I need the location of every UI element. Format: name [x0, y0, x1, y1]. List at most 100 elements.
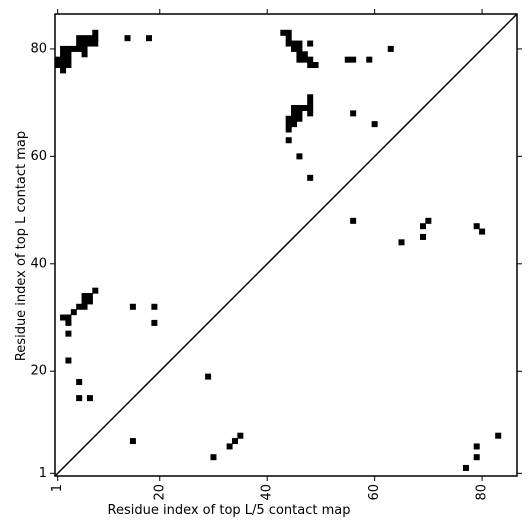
contact-point — [296, 40, 303, 47]
contact-point — [371, 121, 378, 128]
contact-point — [92, 29, 99, 36]
x-tick-label: 40 — [260, 484, 275, 501]
plot-frame — [54, 13, 518, 477]
x-tick-label: 60 — [367, 484, 382, 501]
contact-point — [291, 40, 298, 47]
contact-point — [76, 45, 83, 52]
y-axis-label: Residue index of top L contact map — [14, 131, 29, 361]
contact-point — [350, 110, 357, 117]
contact-point — [60, 56, 67, 63]
contact-point — [60, 51, 67, 58]
contact-point — [301, 51, 308, 58]
contact-point — [307, 40, 314, 47]
contact-point — [344, 56, 351, 63]
contact-point — [462, 464, 469, 471]
contact-point — [280, 29, 287, 36]
x-axis-label: Residue index of top L/5 contact map — [108, 503, 351, 518]
contact-point — [81, 293, 88, 300]
contact-point — [291, 105, 298, 112]
contact-point — [86, 395, 93, 402]
contact-point — [307, 99, 314, 106]
contact-point — [291, 115, 298, 122]
contact-point — [237, 432, 244, 439]
contact-point — [291, 110, 298, 117]
contact-point — [76, 303, 83, 310]
contact-point — [76, 35, 83, 42]
contact-point — [307, 174, 314, 181]
contact-point — [81, 51, 88, 58]
contact-point — [473, 454, 480, 461]
contact-point — [65, 62, 72, 69]
contact-point — [65, 357, 72, 364]
contact-point — [301, 105, 308, 112]
contact-point — [54, 56, 61, 63]
contact-point — [129, 303, 136, 310]
contact-point — [231, 438, 238, 445]
contact-point — [312, 62, 319, 69]
contact-point — [65, 319, 72, 326]
contact-point — [285, 121, 292, 128]
contact-point — [124, 35, 131, 42]
contact-point — [495, 432, 502, 439]
contact-point — [387, 45, 394, 52]
contact-point — [296, 105, 303, 112]
contact-point — [296, 45, 303, 52]
contact-point — [285, 29, 292, 36]
y-tick-label: 1 — [39, 466, 47, 481]
contact-point — [296, 56, 303, 63]
contact-point — [129, 438, 136, 445]
contact-point — [366, 56, 373, 63]
contact-point — [398, 239, 405, 246]
y-tick-label: 60 — [30, 149, 47, 164]
contact-point — [285, 35, 292, 42]
contact-point — [205, 373, 212, 380]
contact-point — [65, 45, 72, 52]
x-tick-label: 80 — [475, 484, 490, 501]
y-tick-label: 20 — [30, 364, 47, 379]
contact-point — [210, 454, 217, 461]
contact-point — [479, 228, 486, 235]
contact-point — [291, 45, 298, 52]
contact-point — [81, 303, 88, 310]
contact-point — [86, 293, 93, 300]
contact-point — [60, 67, 67, 74]
contact-point — [226, 443, 233, 450]
contact-point — [76, 378, 83, 385]
contact-point — [81, 35, 88, 42]
contact-point — [296, 51, 303, 58]
contact-point — [296, 110, 303, 117]
x-tick-label: 20 — [152, 484, 167, 501]
contact-point — [473, 443, 480, 450]
contact-point — [76, 40, 83, 47]
contact-point — [301, 56, 308, 63]
contact-point — [146, 35, 153, 42]
contact-point — [151, 303, 158, 310]
diagonal — [54, 13, 518, 477]
contact-point — [419, 233, 426, 240]
contact-point — [473, 223, 480, 230]
contact-point — [307, 56, 314, 63]
contact-point — [307, 105, 314, 112]
contact-point — [350, 56, 357, 63]
contact-point — [307, 62, 314, 69]
contact-point — [86, 35, 93, 42]
contact-point — [285, 126, 292, 133]
x-tick-label: 1 — [50, 484, 65, 492]
contact-point — [92, 287, 99, 294]
contact-point — [70, 45, 77, 52]
contact-point — [92, 35, 99, 42]
contact-point — [285, 137, 292, 144]
contact-point — [81, 40, 88, 47]
contact-point — [296, 115, 303, 122]
contact-point — [70, 309, 77, 316]
contact-point — [425, 217, 432, 224]
contact-point — [285, 40, 292, 47]
contact-point — [296, 153, 303, 160]
contact-point — [65, 51, 72, 58]
contact-point — [285, 115, 292, 122]
contact-point — [291, 121, 298, 128]
contact-point — [60, 45, 67, 52]
contact-point — [54, 62, 61, 69]
contact-point — [65, 314, 72, 321]
